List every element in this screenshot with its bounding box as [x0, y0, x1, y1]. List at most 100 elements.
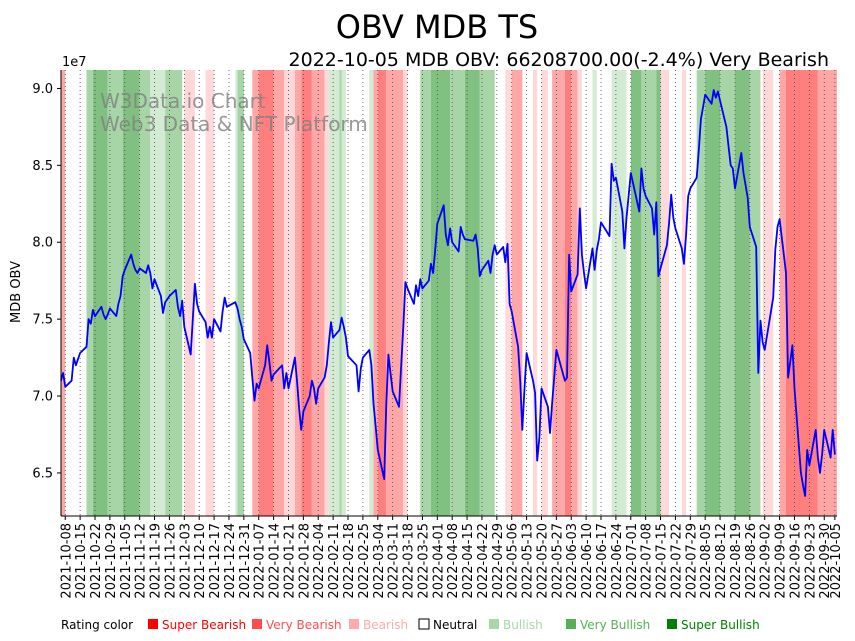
- x-tick-label: 2021-11-19: [149, 523, 164, 599]
- x-tick-label: 2022-04-08: [446, 523, 461, 599]
- legend-swatch: [418, 618, 430, 630]
- legend-label: Neutral: [433, 618, 477, 632]
- legend-label: Bearish: [363, 618, 408, 632]
- x-tick-label: 2022-04-22: [476, 523, 491, 599]
- watermark-line-1: W3Data.io Chart: [100, 89, 266, 113]
- x-tick-label: 2022-05-27: [550, 523, 565, 599]
- x-tick-label: 2022-07-15: [655, 523, 670, 599]
- x-tick-label: 2021-12-24: [223, 523, 238, 599]
- band-super-bearish: [258, 70, 274, 516]
- x-tick-label: 2021-11-12: [134, 523, 149, 599]
- band-very-bullish: [479, 70, 495, 516]
- y-tick-label: 7.0: [32, 390, 53, 405]
- x-tick-label: 2022-06-03: [565, 523, 580, 599]
- x-tick-label: 2022-07-08: [640, 523, 655, 599]
- y-axis-ticks: 6.5 7.0 7.5 8.0 8.5 9.0: [32, 82, 61, 481]
- band-very-bullish: [237, 70, 244, 516]
- axes: [60, 70, 837, 517]
- x-tick-label: 2022-08-05: [699, 523, 714, 599]
- x-tick-label: 2021-11-05: [119, 523, 134, 599]
- band-very-bullish: [696, 70, 706, 516]
- x-tick-label: 2022-09-23: [803, 523, 818, 599]
- x-tick-label: 2022-01-21: [283, 523, 298, 599]
- band-very-bearish: [373, 70, 378, 516]
- band-bearish: [205, 70, 215, 516]
- band-bullish: [150, 70, 166, 516]
- y-tick-label: 9.0: [32, 82, 53, 97]
- band-super-bullish: [464, 70, 480, 516]
- band-very-bearish: [511, 70, 523, 516]
- band-super-bullish: [656, 70, 661, 516]
- band-very-bullish: [86, 70, 93, 516]
- band-bearish: [324, 70, 329, 516]
- band-very-bearish: [386, 70, 404, 516]
- x-tick-label: 2022-01-28: [297, 523, 312, 599]
- x-tick-label: 2022-06-24: [610, 523, 625, 599]
- band-bearish: [577, 70, 582, 516]
- y-scale-label: 1e7: [62, 55, 87, 70]
- legend-swatch: [489, 619, 499, 629]
- x-tick-label: 2022-07-29: [684, 523, 699, 599]
- x-tick-label: 2022-02-11: [327, 523, 342, 599]
- watermark-line-2: Web3 Data & NFT Platform: [100, 112, 368, 136]
- band-bearish: [660, 70, 670, 516]
- x-tick-label: 2021-12-31: [238, 523, 253, 599]
- y-tick-label: 8.5: [32, 159, 53, 174]
- legend-swatch: [252, 619, 262, 629]
- band-super-bullish: [122, 70, 140, 516]
- x-tick-label: 2022-09-02: [759, 523, 774, 599]
- x-tick-label: 2022-07-01: [625, 523, 640, 599]
- y-tick-label: 6.5: [32, 466, 53, 481]
- band-very-bullish: [139, 70, 151, 516]
- x-tick-label: 2021-12-03: [178, 523, 193, 599]
- band-very-bullish: [450, 70, 465, 516]
- x-tick-label: 2022-09-16: [789, 523, 804, 599]
- legend-label: Very Bullish: [580, 618, 650, 632]
- x-tick-label: 2022-03-04: [372, 523, 387, 599]
- obv-line: [60, 89, 836, 497]
- x-tick-label: 2021-10-15: [74, 523, 89, 599]
- legend-swatch: [667, 619, 677, 629]
- chart-title: OBV MDB TS: [336, 8, 538, 46]
- band-bullish: [611, 70, 627, 516]
- legend-label: Super Bearish: [162, 618, 246, 632]
- y-tick-label: 8.0: [32, 236, 53, 251]
- x-tick-label: 2022-02-18: [342, 523, 357, 599]
- band-bearish: [284, 70, 295, 516]
- x-tick-label: 2021-12-17: [208, 523, 223, 599]
- x-tick-label: 2022-05-06: [506, 523, 521, 599]
- band-bearish: [762, 70, 774, 516]
- legend-swatch: [349, 619, 359, 629]
- x-tick-label: 2022-08-26: [744, 523, 759, 599]
- x-tick-label: 2022-04-15: [461, 523, 476, 599]
- x-tick-label: 2022-03-18: [402, 523, 417, 599]
- band-very-bearish: [273, 70, 285, 516]
- x-tick-label: 2022-08-19: [729, 523, 744, 599]
- band-bearish: [681, 70, 687, 516]
- chart-subtitle: 2022-10-05 MDB OBV: 66208700.00(-2.4%) V…: [289, 49, 829, 71]
- x-tick-label: 2022-01-14: [268, 523, 283, 599]
- y-axis-label: MDB OBV: [9, 261, 24, 323]
- x-tick-label: 2021-10-22: [89, 523, 104, 599]
- band-very-bearish: [552, 70, 565, 516]
- band-very-bearish: [252, 70, 259, 516]
- band-very-bearish: [311, 70, 325, 516]
- x-tick-label: 2022-02-25: [357, 523, 372, 599]
- x-tick-label: 2021-10-29: [104, 523, 119, 599]
- x-tick-label: 2022-08-12: [714, 523, 729, 599]
- band-bearish: [532, 70, 538, 516]
- legend-label: Bullish: [503, 618, 543, 632]
- band-bearish: [541, 70, 548, 516]
- x-tick-label: 2022-03-11: [387, 523, 402, 599]
- x-tick-label: 2022-09-09: [774, 523, 789, 599]
- x-tick-label: 2022-04-01: [431, 523, 446, 599]
- band-super-bullish: [630, 70, 642, 516]
- x-tick-label: 2022-06-17: [595, 523, 610, 599]
- x-tick-label: 2021-12-10: [193, 523, 208, 599]
- x-tick-label: 2022-04-29: [491, 523, 506, 599]
- band-very-bearish: [779, 70, 786, 516]
- legend-label: Very Bearish: [266, 618, 342, 632]
- band-very-bearish: [817, 70, 837, 516]
- band-very-bearish: [61, 70, 66, 516]
- x-tick-label: 2022-05-13: [521, 523, 536, 599]
